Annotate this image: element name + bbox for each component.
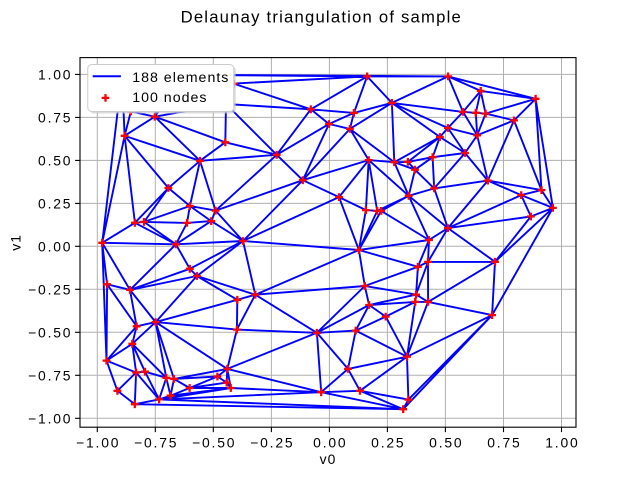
svg-text:0.75: 0.75 bbox=[487, 434, 521, 450]
svg-text:0.75: 0.75 bbox=[38, 109, 72, 125]
svg-text:−0.25: −0.25 bbox=[250, 434, 294, 450]
svg-text:0.50: 0.50 bbox=[429, 434, 463, 450]
svg-text:−0.75: −0.75 bbox=[134, 434, 178, 450]
svg-text:0.25: 0.25 bbox=[38, 195, 72, 211]
svg-text:0.25: 0.25 bbox=[371, 434, 405, 450]
svg-text:100 nodes: 100 nodes bbox=[132, 90, 207, 106]
svg-text:−0.75: −0.75 bbox=[28, 367, 72, 383]
svg-text:0.50: 0.50 bbox=[38, 152, 72, 168]
svg-text:−0.50: −0.50 bbox=[192, 434, 236, 450]
svg-text:188 elements: 188 elements bbox=[132, 70, 229, 86]
svg-text:1.00: 1.00 bbox=[38, 66, 72, 82]
svg-text:−0.50: −0.50 bbox=[28, 324, 72, 340]
svg-text:−0.25: −0.25 bbox=[28, 281, 72, 297]
svg-text:v1: v1 bbox=[8, 234, 24, 251]
svg-text:Delaunay triangulation of samp: Delaunay triangulation of sample bbox=[181, 7, 462, 26]
svg-text:−1.00: −1.00 bbox=[76, 434, 120, 450]
svg-text:−1.00: −1.00 bbox=[28, 410, 72, 426]
svg-text:0.00: 0.00 bbox=[313, 434, 347, 450]
svg-text:v0: v0 bbox=[320, 451, 337, 467]
svg-text:1.00: 1.00 bbox=[545, 434, 579, 450]
svg-text:0.00: 0.00 bbox=[38, 238, 72, 254]
